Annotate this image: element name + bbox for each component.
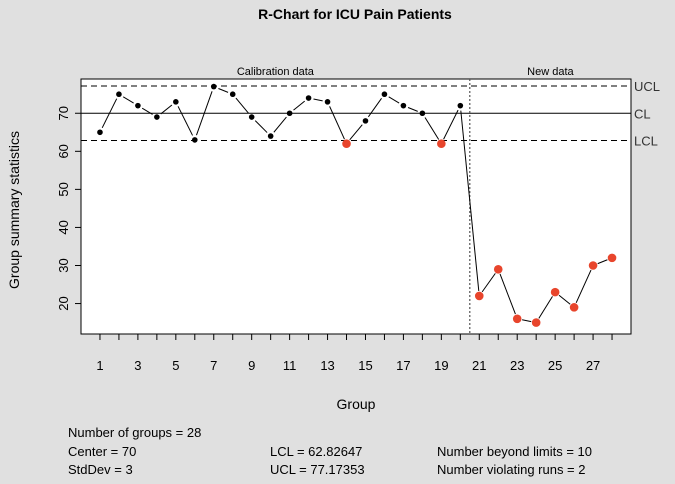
series-segment bbox=[293, 100, 306, 111]
x-tick-label: 23 bbox=[510, 358, 524, 373]
stat-beyond-limits: Number beyond limits = 10 bbox=[437, 444, 592, 459]
series-segment bbox=[122, 96, 134, 104]
x-tick-label: 5 bbox=[172, 358, 179, 373]
data-point bbox=[267, 133, 274, 139]
series-segment bbox=[235, 97, 249, 114]
data-point bbox=[173, 99, 179, 105]
data-point-violation bbox=[474, 291, 484, 301]
data-point-violation bbox=[512, 314, 522, 324]
stat-violating-runs: Number violating runs = 2 bbox=[437, 462, 586, 477]
data-point bbox=[229, 91, 236, 98]
x-tick-label: 25 bbox=[548, 358, 562, 373]
data-point-violation bbox=[531, 318, 541, 327]
series-segment bbox=[141, 107, 153, 115]
series-segment bbox=[407, 107, 418, 112]
series-segment bbox=[329, 106, 345, 140]
series-segment bbox=[313, 98, 323, 102]
limit-label-lcl: LCL bbox=[634, 134, 658, 149]
data-point-violation bbox=[569, 303, 579, 312]
y-axis-label: Group summary statistics bbox=[6, 131, 22, 289]
x-tick-label: 27 bbox=[586, 358, 600, 373]
series-segment bbox=[575, 269, 592, 304]
x-tick-label: 13 bbox=[320, 358, 334, 373]
data-point bbox=[362, 118, 369, 124]
y-tick-label: 60 bbox=[56, 144, 71, 158]
x-tick-label: 1 bbox=[96, 358, 103, 373]
data-point-violation bbox=[607, 253, 617, 263]
x-tick-label: 3 bbox=[134, 358, 141, 373]
x-tick-label: 11 bbox=[283, 358, 297, 373]
data-point bbox=[248, 114, 255, 120]
data-point bbox=[381, 91, 388, 98]
series-segment bbox=[101, 98, 118, 129]
x-tick-label: 15 bbox=[358, 358, 372, 373]
data-point bbox=[210, 83, 217, 90]
series-segment bbox=[195, 91, 213, 136]
x-tick-label: 19 bbox=[434, 358, 448, 373]
y-tick-label: 30 bbox=[56, 258, 71, 272]
data-point bbox=[97, 129, 103, 136]
y-tick-label: 20 bbox=[56, 296, 71, 310]
series-segment bbox=[499, 273, 516, 315]
chart-title: R-Chart for ICU Pain Patients bbox=[258, 6, 452, 22]
x-tick-label: 21 bbox=[472, 358, 486, 373]
data-point-violation bbox=[342, 139, 351, 149]
x-tick-label: 9 bbox=[248, 358, 255, 373]
data-point bbox=[286, 110, 293, 117]
series-segment bbox=[388, 96, 400, 104]
stat-ucl: UCL = 77.17353 bbox=[270, 462, 365, 477]
series-segment bbox=[177, 106, 194, 136]
series-segment bbox=[460, 110, 480, 292]
series-segment bbox=[218, 88, 229, 93]
series-segment bbox=[424, 117, 440, 140]
data-point bbox=[419, 110, 426, 117]
stat-number-of-groups: Number of groups = 28 bbox=[68, 425, 202, 440]
y-tick-label: 40 bbox=[56, 220, 71, 234]
series-segment bbox=[558, 294, 571, 305]
data-point bbox=[135, 102, 141, 109]
y-tick-label: 70 bbox=[56, 106, 71, 120]
data-point-violation bbox=[437, 139, 446, 149]
data-point bbox=[305, 95, 312, 101]
calibration-label: Calibration data bbox=[237, 66, 315, 78]
data-point bbox=[116, 91, 122, 98]
new-data-label: New data bbox=[527, 66, 574, 78]
limit-label-cl: CL bbox=[634, 106, 651, 121]
x-tick-label: 17 bbox=[396, 358, 410, 373]
plot-area bbox=[80, 78, 632, 335]
series-segment bbox=[273, 116, 287, 133]
data-point bbox=[457, 102, 464, 109]
stat-stddev: StdDev = 3 bbox=[68, 462, 133, 477]
data-point bbox=[324, 99, 331, 105]
x-tick-label: 7 bbox=[210, 358, 217, 373]
stat-center: Center = 70 bbox=[68, 444, 137, 459]
series-segment bbox=[522, 319, 532, 323]
series-segment bbox=[349, 124, 363, 141]
stat-lcl: LCL = 62.82647 bbox=[270, 444, 363, 459]
data-point bbox=[191, 137, 198, 143]
series-segment bbox=[597, 259, 608, 265]
data-point-violation bbox=[550, 287, 560, 297]
series-segment bbox=[160, 104, 173, 115]
data-point bbox=[154, 114, 160, 120]
series-segment bbox=[254, 120, 268, 133]
limit-label-ucl: UCL bbox=[634, 79, 660, 94]
data-point-violation bbox=[588, 261, 598, 270]
series-segment bbox=[538, 296, 553, 319]
x-axis-label: Group bbox=[337, 396, 376, 412]
series-segment bbox=[367, 98, 382, 118]
series-segment bbox=[481, 273, 496, 293]
y-tick-label: 50 bbox=[56, 182, 71, 196]
data-point-violation bbox=[493, 264, 503, 274]
data-point bbox=[400, 102, 407, 109]
series-segment bbox=[443, 109, 459, 140]
